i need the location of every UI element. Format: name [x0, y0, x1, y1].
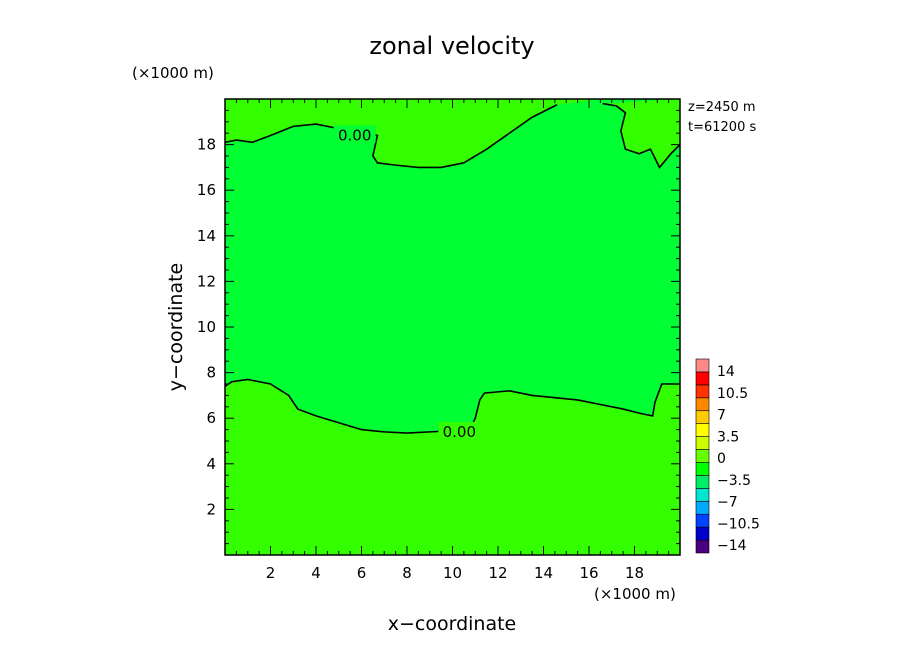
x-tick-label: 16	[579, 564, 598, 582]
colorbar-tick-label: 10.5	[717, 386, 748, 402]
x-tick-label: 6	[357, 564, 367, 582]
x-axis-label: x−coordinate	[388, 613, 517, 635]
x-tick-label: 2	[266, 564, 276, 582]
y-tick-label: 2	[206, 500, 216, 518]
contour-labels: 0.00 0.00	[333, 125, 481, 441]
contour-line	[602, 102, 680, 169]
colorbar-swatch	[695, 358, 710, 373]
plot-area	[225, 99, 680, 555]
contour-label-bg	[438, 421, 481, 439]
contour-label: 0.00	[443, 423, 476, 441]
y-tick-label: 8	[206, 364, 216, 382]
colorbar-tick-label: −14	[717, 538, 747, 554]
colorbar-tick-label: 3.5	[717, 429, 739, 445]
x-tick-label: 12	[488, 564, 507, 582]
x-tick-label: 14	[534, 564, 553, 582]
colorbar	[695, 358, 710, 554]
colorbar-tick-label: −7	[717, 495, 738, 511]
y-tick-label: 10	[197, 318, 216, 336]
x-tick-label: 8	[402, 564, 412, 582]
x-tick-label: 18	[625, 564, 644, 582]
y-tick-label: 18	[197, 136, 216, 154]
x-tick-labels: 2 4 6 8 10 12 14 16 18	[266, 564, 644, 582]
y-tick-labels: 2 4 6 8 10 12 14 16 18	[197, 136, 216, 519]
colorbar-swatch	[695, 526, 710, 541]
colorbar-swatch	[695, 410, 710, 424]
region-positive-upper	[225, 99, 603, 168]
x-tick-label: 4	[311, 564, 321, 582]
colorbar-swatch	[695, 462, 710, 476]
colorbar-tick-label: 7	[717, 408, 726, 424]
x-unit-label: (×1000 m)	[594, 585, 676, 603]
region-positive-corner	[602, 99, 680, 168]
colorbar-swatch	[695, 475, 710, 489]
annotation-height: z=2450 m	[688, 100, 756, 115]
colorbar-tick-label: −10.5	[717, 516, 760, 532]
colorbar-swatch	[695, 513, 710, 528]
colorbar-swatch	[695, 500, 710, 515]
x-tick-label: 10	[443, 564, 462, 582]
y-tick-label: 16	[197, 181, 216, 199]
y-axis-label: y−coordinate	[165, 263, 187, 392]
y-tick-label: 4	[206, 455, 216, 473]
colorbar-swatch	[695, 449, 710, 463]
colorbar-tick-label: 0	[717, 451, 726, 467]
colorbar-labels: 14 10.5 7 3.5 0 −3.5 −7 −10.5 −14	[717, 364, 760, 554]
chart-title: zonal velocity	[369, 32, 534, 60]
contour-label-bg	[333, 125, 376, 143]
contour-label: 0.00	[338, 126, 371, 144]
contour-line	[225, 103, 558, 169]
axis-ticks	[224, 98, 681, 556]
colorbar-swatch	[695, 488, 710, 502]
colorbar-swatch	[695, 371, 710, 386]
colorbar-swatch	[695, 384, 710, 399]
y-tick-label: 6	[206, 409, 216, 427]
colorbar-tick-label: 14	[717, 364, 735, 380]
y-tick-label: 14	[197, 227, 216, 245]
colorbar-swatch	[695, 423, 710, 437]
colorbar-swatch	[695, 539, 710, 554]
colorbar-tick-label: −3.5	[717, 473, 751, 489]
y-tick-label: 12	[197, 272, 216, 290]
y-unit-label: (×1000 m)	[132, 64, 214, 82]
annotation-time: t=61200 s	[688, 120, 756, 135]
colorbar-swatch	[695, 436, 710, 450]
colorbar-swatch	[695, 397, 710, 412]
